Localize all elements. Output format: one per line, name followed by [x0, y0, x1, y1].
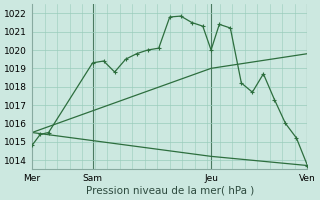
X-axis label: Pression niveau de la mer( hPa ): Pression niveau de la mer( hPa ) [86, 186, 254, 196]
